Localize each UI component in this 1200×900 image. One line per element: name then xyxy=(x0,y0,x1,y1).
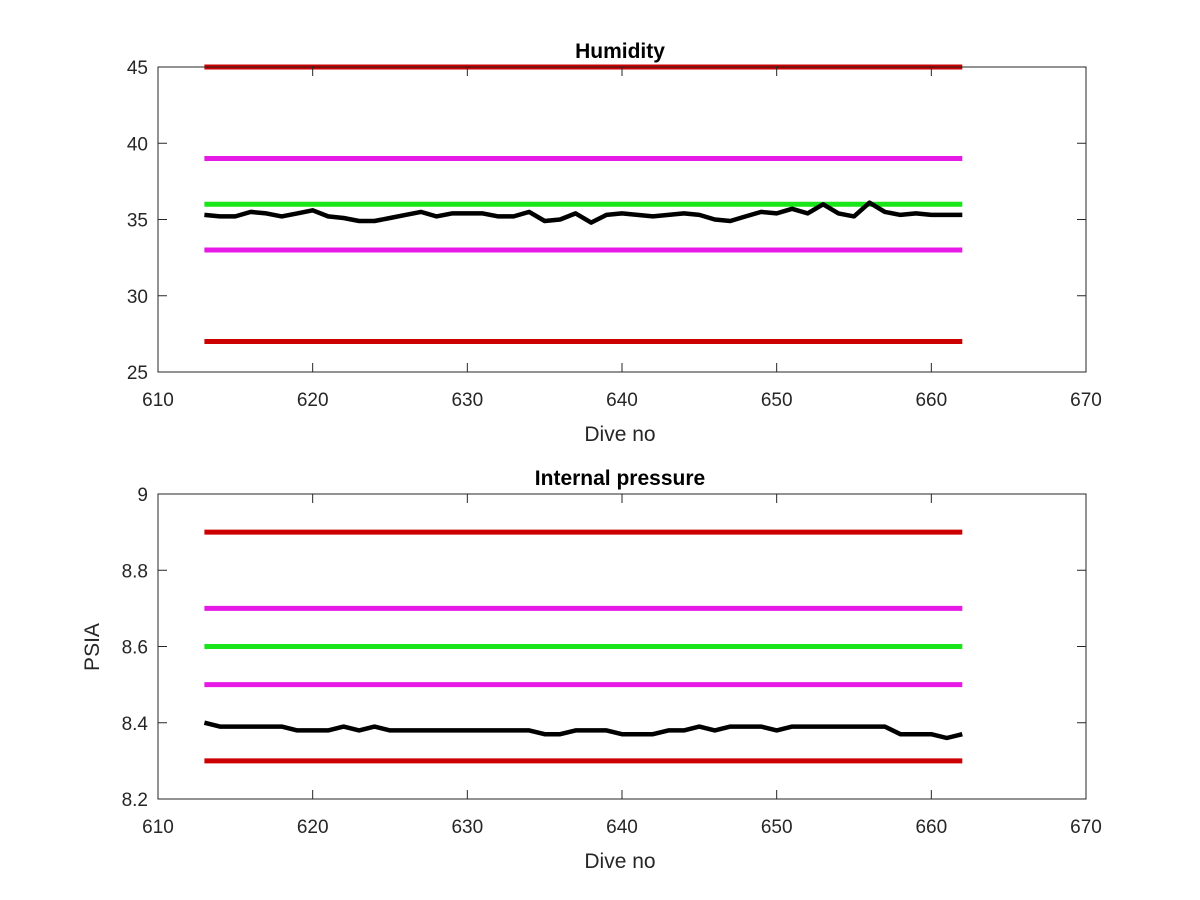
x-tick-label: 660 xyxy=(915,817,947,838)
plot-area: 610 620 630 640 650 660 670 8.2 8.4 8.6 8.8 9 xyxy=(122,485,1102,838)
x-tick-label: 620 xyxy=(297,390,329,411)
x-tick-label: 630 xyxy=(451,390,483,411)
internal-pressure-chart: Internal pressure Dive no PSIA 610 620 630… xyxy=(81,467,1102,873)
x-tick-label: 640 xyxy=(606,390,638,411)
y-tick-label: 8.8 xyxy=(122,561,148,582)
x-tick-label: 650 xyxy=(761,390,793,411)
measurement-line xyxy=(203,720,963,741)
y-tick-label: 25 xyxy=(127,363,148,384)
x-tick-label: 630 xyxy=(451,817,483,838)
y-tick-label: 8.4 xyxy=(122,714,149,735)
x-tick-label: 640 xyxy=(606,817,638,838)
y-tick-label: 45 xyxy=(127,58,148,79)
measurement-line xyxy=(204,200,963,225)
x-tick-label: 660 xyxy=(915,390,947,411)
y-axis-label: PSIA xyxy=(81,623,104,671)
x-axis-label: Dive no xyxy=(584,423,655,446)
x-axis-label: Dive no xyxy=(584,850,655,873)
y-tick-label: 40 xyxy=(127,134,148,155)
y-tick-label: 8.2 xyxy=(122,790,148,811)
x-tick-label: 670 xyxy=(1070,817,1102,838)
x-tick-label: 610 xyxy=(142,817,174,838)
y-tick-label: 30 xyxy=(127,287,148,308)
plot-area: 610 620 630 640 650 660 670 25 30 35 40 45 xyxy=(127,58,1102,411)
x-tick-label: 650 xyxy=(761,817,793,838)
y-tick-label: 8.6 xyxy=(122,638,148,659)
humidity-chart: Humidity Dive no 610 620 630 640 650 660 670 25… xyxy=(127,40,1102,446)
y-tick-label: 35 xyxy=(127,211,148,232)
chart-title: Internal pressure xyxy=(535,467,705,490)
y-tick-label: 9 xyxy=(137,485,148,506)
chart-title: Humidity xyxy=(575,40,665,63)
x-tick-label: 610 xyxy=(142,390,174,411)
x-tick-label: 620 xyxy=(297,817,329,838)
x-tick-label: 670 xyxy=(1070,390,1102,411)
